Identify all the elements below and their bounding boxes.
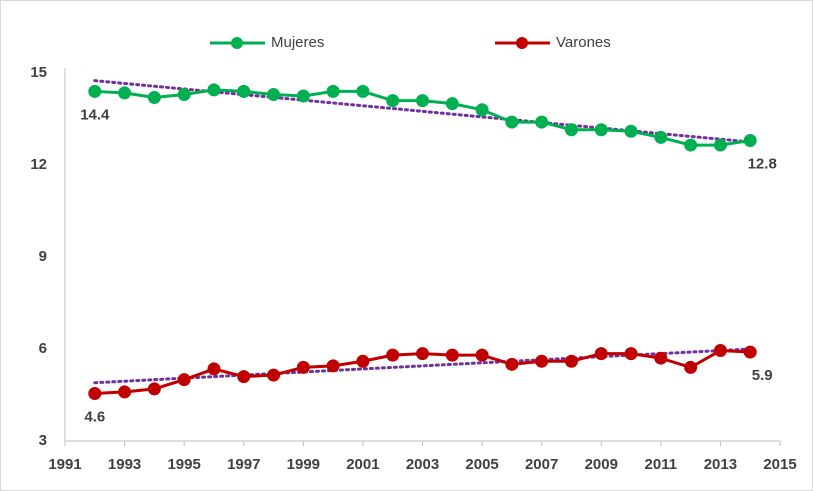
data-point [684,138,698,152]
data-point [356,84,370,98]
data-point [386,94,400,108]
data-point [88,386,102,400]
data-point [296,89,310,103]
x-tick-label: 2007 [525,456,558,473]
data-point [475,348,489,362]
x-tick-label: 2013 [704,456,737,473]
data-point [326,359,340,373]
data-point [177,87,191,101]
data-point [713,138,727,152]
x-tick-label: 1999 [287,456,320,473]
x-tick-label: 2001 [346,456,379,473]
data-point [267,368,281,382]
data-point [147,91,161,105]
data-point [654,351,668,365]
x-tick-label: 2003 [406,456,439,473]
x-tick-label: 1997 [227,456,260,473]
data-point [743,345,757,359]
data-point [535,115,549,129]
x-tick-label: 2011 [645,456,678,473]
data-point [684,360,698,374]
x-tick-label: 2005 [465,456,498,473]
data-point [147,382,161,396]
x-tick-label: 2009 [585,456,618,473]
data-point [416,347,429,361]
data-label: 12.8 [748,155,777,172]
y-tick-label: 12 [30,156,47,173]
data-point [326,84,340,98]
data-label: 5.9 [752,367,773,384]
y-tick-label: 3 [39,432,47,449]
data-point [118,86,132,100]
legend-label: Varones [556,34,611,51]
data-point [594,347,608,361]
x-tick-label: 1991 [48,456,81,473]
data-point [624,347,638,361]
data-point [564,354,578,368]
data-point [356,354,370,368]
data-point [118,385,132,399]
data-point [743,133,757,147]
data-point [535,354,549,368]
legend-label: Mujeres [271,34,324,51]
x-tick-label: 1995 [167,456,200,473]
data-point [624,124,638,138]
data-point [564,123,578,137]
y-tick-label: 6 [39,340,47,357]
x-tick-label: 2015 [763,456,796,473]
data-label: 14.4 [80,106,110,123]
data-point [505,357,519,371]
y-tick-label: 15 [30,64,47,81]
data-point [416,94,429,108]
x-tick-label: 1993 [108,456,141,473]
y-tick-label: 9 [39,248,47,265]
data-point [88,84,102,98]
data-point [654,130,668,144]
data-point [207,83,221,97]
data-point [386,348,400,362]
data-point [505,115,519,129]
data-label: 4.6 [84,408,105,425]
data-point [594,123,608,137]
data-point [237,370,251,384]
data-point [713,344,727,358]
legend-marker [231,37,243,49]
data-point [475,103,489,117]
data-point [237,84,251,98]
data-point [267,87,281,101]
data-point [177,373,191,387]
legend-marker [516,37,528,49]
data-point [445,348,459,362]
data-point [445,97,459,111]
data-point [207,362,221,376]
data-point [296,360,310,374]
